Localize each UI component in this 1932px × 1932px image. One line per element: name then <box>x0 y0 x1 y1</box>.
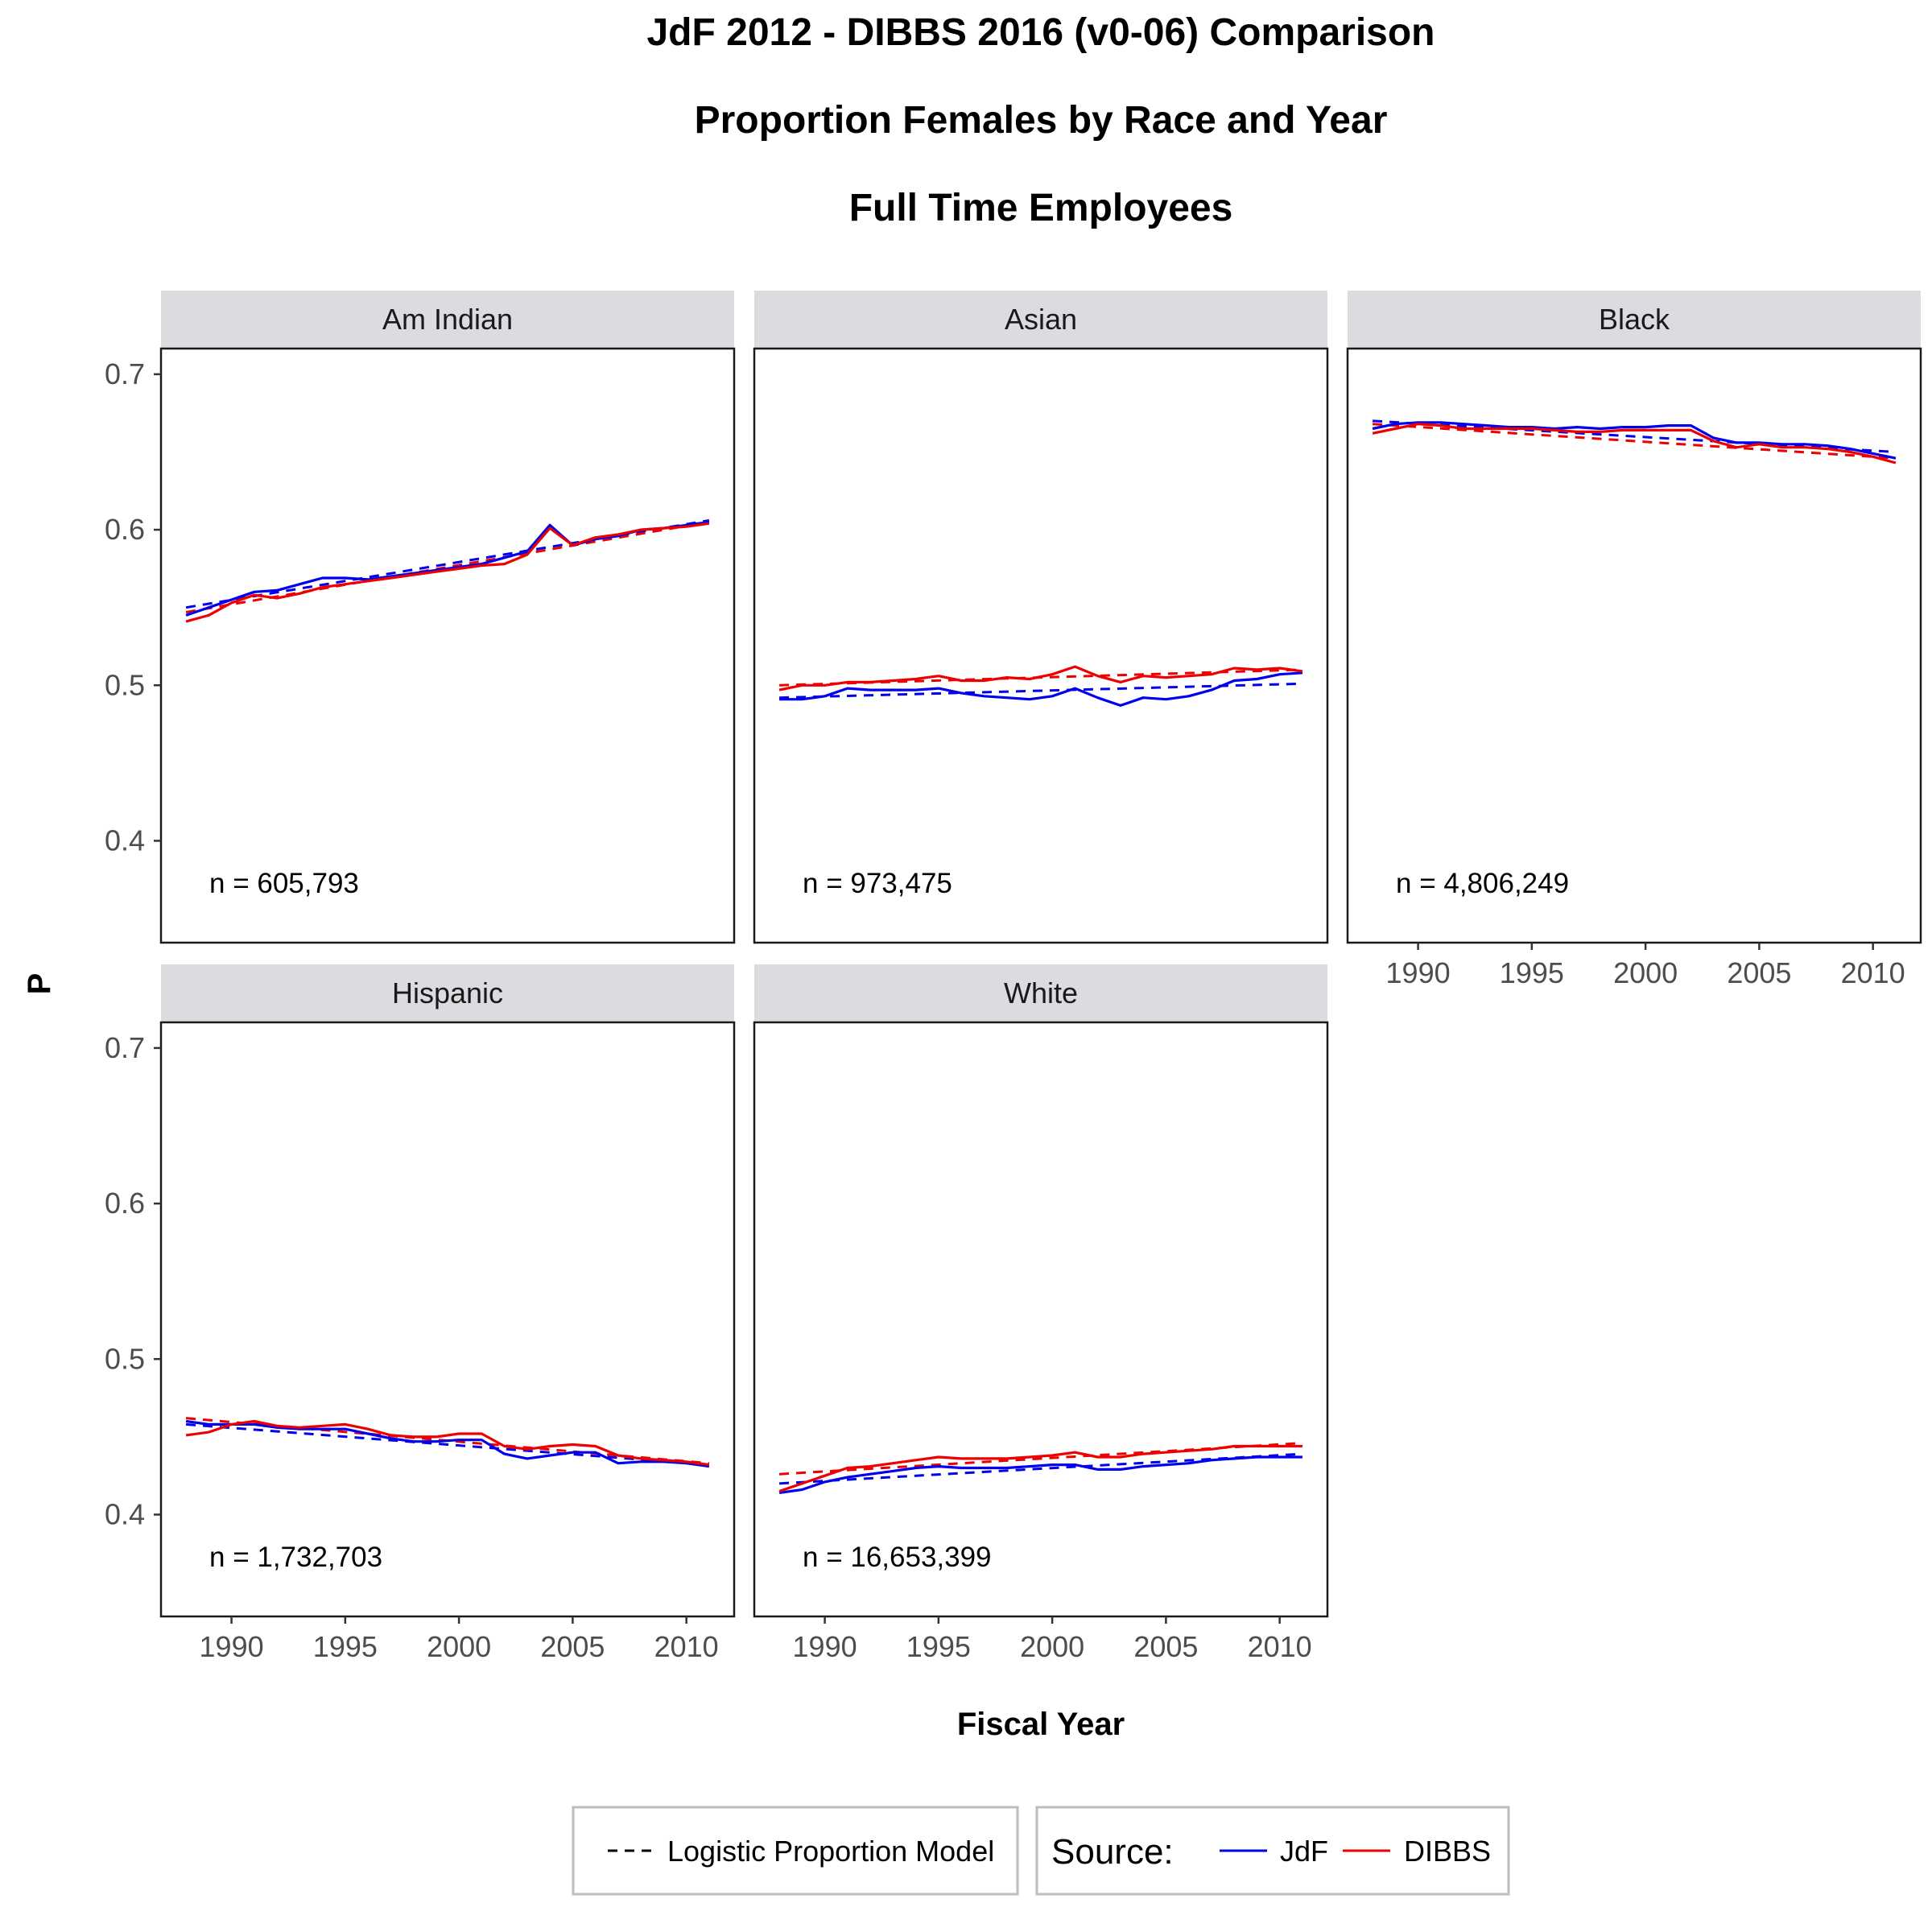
panel-border <box>1346 347 1922 944</box>
panel-strip-label: Am Indian <box>382 303 513 336</box>
panel-strip <box>754 964 1327 1022</box>
series-line-dibbs <box>778 665 1303 691</box>
panel-n-annotation: n = 1,732,703 <box>209 1542 382 1573</box>
chart-titles: JdF 2012 - DIBBS 2016 (v0-06) Comparison… <box>646 11 1435 229</box>
series-line-jdf <box>779 671 1303 708</box>
panel-asian: Asian n = 973,475 <box>753 291 1329 944</box>
panel-strip-label: White <box>1004 976 1078 1009</box>
panel-data <box>185 1417 710 1468</box>
panel-strip <box>1348 291 1921 349</box>
y-tick-label: 0.7 <box>105 1031 145 1064</box>
panel-border <box>753 1021 1329 1618</box>
x-tick-label: 2000 <box>1613 956 1678 989</box>
panel-n-annotation: n = 605,793 <box>209 868 359 899</box>
panel-background <box>161 1022 734 1616</box>
series-line-jdf <box>778 1455 1302 1494</box>
y-tick-label: 0.6 <box>105 513 145 546</box>
x-tick-label: 2000 <box>427 1630 491 1663</box>
x-tick-label: 2005 <box>1727 956 1791 989</box>
panel-background <box>161 349 734 943</box>
chart-title-line-3: Full Time Employees <box>849 187 1233 229</box>
x-tick-label: 1990 <box>793 1630 857 1663</box>
chart-title-line-1: JdF 2012 - DIBBS 2016 (v0-06) Comparison <box>646 11 1435 54</box>
y-tick-label: 0.4 <box>105 1497 145 1530</box>
panel-strip <box>754 291 1327 349</box>
legend-title-source: Source: <box>1051 1832 1174 1872</box>
legend-label-dibbs: DIBBS <box>1404 1835 1491 1868</box>
x-tick-label: 2000 <box>1020 1630 1084 1663</box>
panel-black: Black 1990 1995 2000 2005 2010 n = 4,806,249 <box>1346 291 1922 989</box>
legend-label-model: Logistic Proportion Model <box>667 1835 994 1868</box>
x-tick-label: 2010 <box>1248 1630 1312 1663</box>
series-line-dibbs <box>1372 423 1897 464</box>
chart-title-line-2: Proportion Females by Race and Year <box>695 99 1388 142</box>
panel-strip <box>161 964 734 1022</box>
panel-data <box>1372 419 1897 464</box>
model-line-dibbs <box>778 1442 1303 1476</box>
x-tick-label: 2010 <box>1841 956 1905 989</box>
y-tick-label: 0.6 <box>105 1187 145 1220</box>
panel-data <box>778 1442 1303 1494</box>
x-tick-label: 1995 <box>1500 956 1564 989</box>
panel-am-indian: Am Indian 0.4 0.5 0.6 0.7 n = 605,793 <box>105 291 736 944</box>
panel-data <box>778 665 1303 708</box>
series-line-dibbs <box>185 522 710 623</box>
model-line-jdf <box>779 682 1302 700</box>
panel-n-annotation: n = 16,653,399 <box>803 1542 992 1573</box>
panel-n-annotation: n = 973,475 <box>803 868 952 899</box>
y-tick-label: 0.5 <box>105 1342 145 1375</box>
panel-strip-label: Asian <box>1005 303 1077 336</box>
series-line-dibbs <box>185 1419 710 1467</box>
model-line-jdf <box>1372 419 1897 453</box>
series-line-jdf <box>185 1419 710 1468</box>
panel-n-annotation: n = 4,806,249 <box>1396 868 1569 899</box>
model-line-dibbs <box>1372 423 1897 460</box>
panel-border <box>753 347 1329 944</box>
x-tick-label: 1995 <box>906 1630 971 1663</box>
panel-background <box>1348 349 1921 943</box>
facet-panels: Am Indian 0.4 0.5 0.6 0.7 n = 605,793 Asian n =… <box>105 291 1922 1663</box>
x-tick-label: 2010 <box>654 1630 719 1663</box>
panel-strip-label: Hispanic <box>392 976 503 1009</box>
x-axis-title: Fiscal Year <box>957 1707 1125 1742</box>
model-line-jdf <box>185 1422 710 1467</box>
legend: Logistic Proportion Model Source: JdF DI… <box>572 1806 1510 1896</box>
legend-box-source <box>1035 1806 1510 1896</box>
x-tick-label: 1990 <box>200 1630 264 1663</box>
x-tick-label: 2005 <box>1133 1630 1198 1663</box>
panel-white: White 1990 1995 2000 2005 2010 n = 16,653,399 <box>753 964 1329 1663</box>
panel-data <box>185 518 710 623</box>
legend-label-jdf: JdF <box>1280 1835 1328 1868</box>
panel-background <box>754 1022 1327 1616</box>
x-tick-label: 2005 <box>540 1630 605 1663</box>
panel-border <box>159 347 736 944</box>
y-tick-label: 0.5 <box>105 668 145 701</box>
panel-background <box>754 349 1327 943</box>
panel-hispanic: Hispanic 0.4 0.5 0.6 0.7 1990 1995 2000 2005 2010… <box>105 964 736 1663</box>
model-line-jdf <box>778 1452 1303 1485</box>
y-axis-title: P <box>22 973 57 995</box>
y-tick-label: 0.4 <box>105 824 145 857</box>
series-line-jdf <box>1372 421 1897 460</box>
y-tick-label: 0.7 <box>105 357 145 390</box>
panel-strip-label: Black <box>1599 303 1670 336</box>
panel-strip <box>161 291 734 349</box>
series-line-dibbs <box>778 1444 1302 1493</box>
x-tick-label: 1990 <box>1386 956 1451 989</box>
panel-border <box>159 1021 736 1618</box>
x-tick-label: 1995 <box>313 1630 378 1663</box>
